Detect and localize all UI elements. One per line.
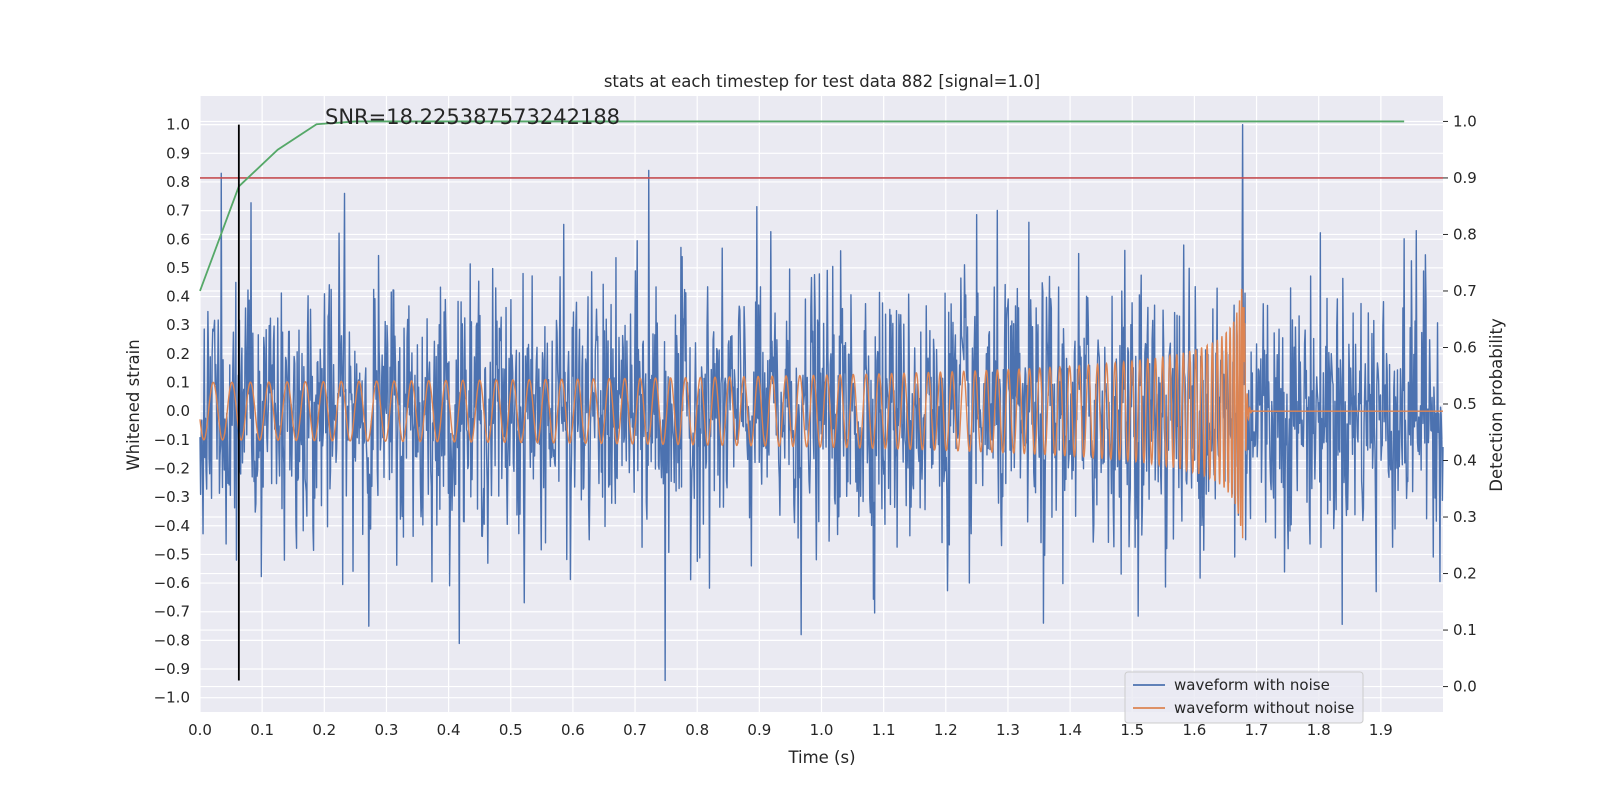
x-tick-label: 0.1: [250, 721, 274, 739]
y2-tick-label: 0.5: [1453, 395, 1477, 413]
legend-label-clean: waveform without noise: [1174, 699, 1354, 717]
y-tick-label: 0.1: [166, 374, 190, 392]
legend-box: [1124, 671, 1364, 724]
x-axis-label: Time (s): [787, 748, 855, 767]
x-tick-label: 0.7: [623, 721, 647, 739]
y2-tick-label: 0.2: [1453, 565, 1477, 583]
y-tick-label: −0.8: [154, 631, 190, 649]
y-tick-label: −0.3: [154, 488, 190, 506]
x-tick-label: 0.2: [312, 721, 336, 739]
y-tick-label: 0.2: [166, 345, 190, 363]
y2-tick-label: 0.3: [1453, 508, 1477, 526]
y2-tick-label: 0.7: [1453, 282, 1477, 300]
y-tick-label: 0.8: [166, 173, 190, 191]
y-tick-label: −0.9: [154, 660, 190, 678]
x-tick-label: 1.5: [1120, 721, 1144, 739]
y2-tick-label: 0.9: [1453, 169, 1477, 187]
y-tick-label: −0.1: [154, 431, 190, 449]
y-tick-label: −0.7: [154, 603, 190, 621]
x-tick-label: 0.5: [499, 721, 523, 739]
x-tick-label: 0.0: [188, 721, 212, 739]
x-tick-label: 0.4: [437, 721, 461, 739]
x-tick-label: 1.8: [1307, 721, 1331, 739]
y2-tick-label: 0.6: [1453, 338, 1477, 356]
x-tick-label: 0.3: [375, 721, 399, 739]
series-line-clean-waveform: [199, 288, 1443, 539]
y-tick-label: 1.0: [166, 116, 190, 134]
y-tick-label: 0.0: [166, 402, 190, 420]
y-axis-label: Whitened strain: [124, 339, 143, 470]
x-tick-label: 1.0: [810, 721, 834, 739]
y2-tick-label: 1.0: [1453, 112, 1477, 130]
x-tick-label: 1.2: [934, 721, 958, 739]
y-tick-label: −1.0: [154, 689, 190, 707]
y-tick-label: 0.7: [166, 202, 190, 220]
tick-labels: 0.0 0.1 0.2 0.3 0.4 0.5 0.6 0.7 0.8 0.9 1.0 1.1 1.2 1…: [154, 112, 1477, 739]
y-tick-label: 0.3: [166, 316, 190, 334]
x-tick-label: 0.9: [747, 721, 771, 739]
y-tick-label: −0.2: [154, 459, 190, 477]
y-tick-label: 0.4: [166, 288, 190, 306]
overlay-layer: [199, 120, 1443, 681]
x-tick-label: 1.3: [996, 721, 1020, 739]
y2-tick-label: 0.8: [1453, 225, 1477, 243]
x-tick-label: 1.6: [1182, 721, 1206, 739]
snr-annotation: SNR=18.225387573242188: [325, 105, 620, 129]
y2-tick-label: 0.0: [1453, 678, 1477, 696]
y2-axis-label: Detection probability: [1487, 318, 1506, 492]
x-tick-label: 0.6: [561, 721, 585, 739]
y2-tick-label: 0.1: [1453, 621, 1477, 639]
legend: waveform with noise waveform without noi…: [1124, 671, 1364, 724]
chart-title: stats at each timestep for test data 882…: [604, 72, 1040, 91]
y-tick-label: −0.4: [154, 517, 190, 535]
y-tick-label: −0.5: [154, 545, 190, 563]
y-tick-label: −0.6: [154, 574, 190, 592]
legend-label-noise: waveform with noise: [1174, 676, 1330, 694]
x-tick-label: 1.7: [1245, 721, 1269, 739]
y-tick-label: 0.9: [166, 144, 190, 162]
y-tick-label: 0.5: [166, 259, 190, 277]
x-tick-label: 0.8: [685, 721, 709, 739]
series-layer: [199, 123, 1444, 682]
y2-tick-label: 0.4: [1453, 452, 1477, 470]
x-tick-label: 1.1: [872, 721, 896, 739]
y-tick-label: 0.6: [166, 230, 190, 248]
x-tick-label: 1.9: [1369, 721, 1393, 739]
x-tick-label: 1.4: [1058, 721, 1082, 739]
